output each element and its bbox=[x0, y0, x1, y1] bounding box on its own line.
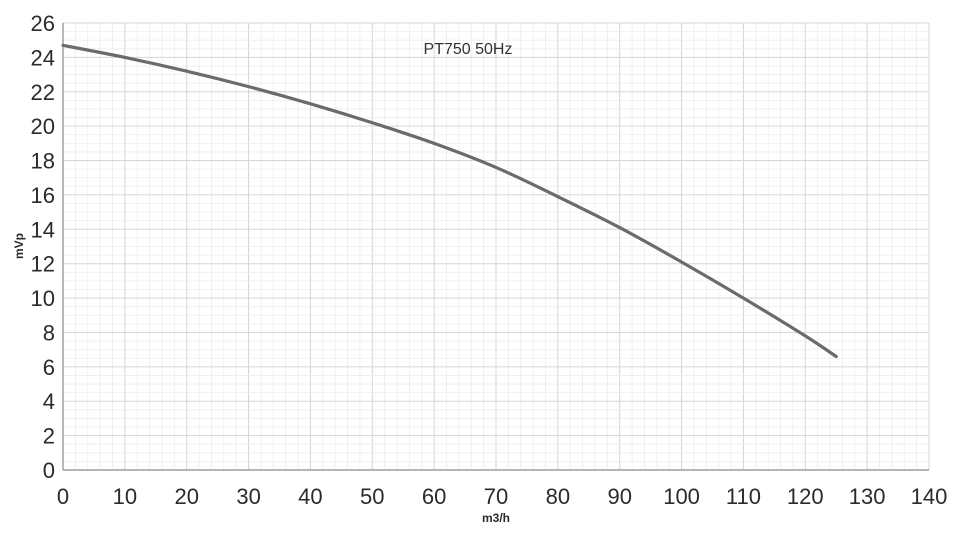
x-tick-label: 0 bbox=[57, 484, 69, 509]
y-tick-label: 18 bbox=[31, 149, 55, 174]
series-line-pt750 bbox=[61, 43, 838, 359]
y-axis-title: mVp bbox=[12, 233, 26, 259]
y-tick-label: 4 bbox=[43, 389, 55, 414]
x-tick-label: 90 bbox=[607, 484, 631, 509]
y-tick-label: 26 bbox=[31, 11, 55, 36]
grid bbox=[62, 22, 930, 471]
x-tick-labels: 0 10 20 30 40 50 60 70 80 90 100 110 120 130 140 bbox=[57, 484, 947, 509]
x-tick-label: 30 bbox=[236, 484, 260, 509]
y-tick-label: 6 bbox=[43, 355, 55, 380]
y-tick-label: 24 bbox=[31, 45, 55, 70]
x-tick-label: 20 bbox=[174, 484, 198, 509]
y-tick-label: 22 bbox=[31, 80, 55, 105]
y-tick-label: 8 bbox=[43, 320, 55, 345]
x-tick-label: 110 bbox=[726, 484, 761, 509]
y-tick-label: 16 bbox=[31, 183, 55, 208]
chart-title: PT750 50Hz bbox=[424, 41, 513, 58]
x-tick-label: 120 bbox=[787, 484, 824, 509]
x-tick-label: 60 bbox=[422, 484, 446, 509]
axes bbox=[62, 23, 929, 471]
y-tick-label: 0 bbox=[43, 458, 55, 483]
y-tick-label: 12 bbox=[31, 252, 55, 277]
x-tick-label: 80 bbox=[546, 484, 570, 509]
x-tick-label: 100 bbox=[663, 484, 700, 509]
x-tick-label: 50 bbox=[360, 484, 384, 509]
x-tick-label: 140 bbox=[911, 484, 948, 509]
series-group bbox=[61, 43, 838, 359]
y-tick-label: 20 bbox=[31, 114, 55, 139]
x-tick-label: 130 bbox=[849, 484, 886, 509]
y-tick-label: 14 bbox=[31, 217, 55, 242]
x-tick-label: 70 bbox=[484, 484, 508, 509]
y-tick-label: 10 bbox=[31, 286, 55, 311]
x-tick-label: 40 bbox=[298, 484, 322, 509]
x-axis-title: m3/h bbox=[482, 511, 510, 525]
x-tick-label: 10 bbox=[113, 484, 137, 509]
y-tick-label: 2 bbox=[43, 424, 55, 449]
